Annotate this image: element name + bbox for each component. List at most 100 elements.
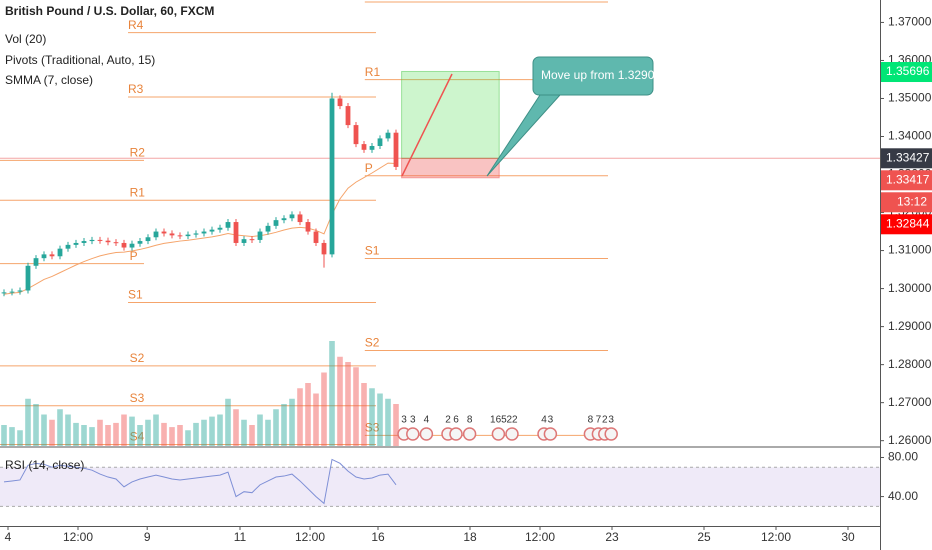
- event-count: 22: [506, 415, 518, 426]
- event-count: 2: [445, 415, 451, 426]
- x-tick-label: 25: [697, 530, 711, 544]
- volume-bar: [209, 416, 215, 446]
- pivot-label: S1: [365, 244, 380, 258]
- y-tick-label: 1.26000: [888, 433, 932, 447]
- volume-bar: [225, 398, 231, 446]
- rsi-band: [0, 467, 880, 507]
- candle-body: [393, 132, 399, 167]
- candle-body: [225, 222, 231, 228]
- volume-bar: [25, 398, 31, 446]
- volume-bar: [289, 398, 295, 446]
- volume-bar: [169, 427, 175, 446]
- event-count: 8: [588, 415, 594, 426]
- candle-body: [313, 231, 319, 243]
- candle-body: [297, 214, 303, 223]
- volume-bar: [33, 404, 39, 446]
- candle-body: [217, 227, 223, 230]
- volume-bar: [273, 409, 279, 446]
- candle-body: [89, 239, 95, 242]
- candle-body: [201, 231, 207, 234]
- volume-bar: [193, 422, 199, 446]
- y-tick-label: 1.31000: [888, 243, 932, 257]
- price-badge: [881, 62, 932, 83]
- indicator-label: Pivots (Traditional, Auto, 15): [5, 53, 155, 67]
- volume-bar: [393, 404, 399, 446]
- candle-body: [377, 138, 383, 147]
- x-tick-label: 9: [144, 530, 151, 544]
- candle-body: [153, 231, 159, 238]
- event-count: 2: [602, 415, 608, 426]
- volume-bar: [121, 414, 127, 446]
- volume-bar: [337, 356, 343, 446]
- event-icon: [491, 427, 506, 441]
- event-count: 3: [608, 415, 614, 426]
- event-count: 3: [548, 415, 554, 426]
- candle-body: [249, 239, 255, 241]
- pivot-label: R2: [130, 146, 146, 160]
- event-icon: [604, 427, 618, 441]
- candle-body: [329, 98, 335, 255]
- candle-body: [81, 241, 87, 243]
- candle-body: [57, 248, 63, 257]
- event-count: 4: [541, 415, 547, 426]
- volume-bar: [369, 388, 375, 446]
- volume-bar: [241, 419, 247, 446]
- volume-bar: [185, 430, 191, 446]
- pivot-label: P: [130, 249, 138, 263]
- volume-bar: [129, 416, 135, 446]
- trend-arrow: [401, 73, 453, 177]
- volume-bar: [233, 409, 239, 446]
- volume-bar: [17, 430, 23, 446]
- candle-body: [337, 98, 343, 107]
- volume-bar: [377, 393, 383, 446]
- pivot-label: S3: [130, 391, 145, 405]
- candle-body: [121, 242, 127, 248]
- volume-bar: [105, 425, 111, 446]
- volume-bar: [49, 419, 55, 446]
- candle-body: [369, 146, 375, 150]
- candle-body: [1, 292, 7, 294]
- volume-bar: [57, 409, 63, 446]
- x-tick-label: 4: [5, 530, 12, 544]
- candle-body: [17, 290, 23, 292]
- volume-bar: [281, 404, 287, 446]
- y-tick-label: 1.37000: [888, 15, 932, 29]
- price-badge-label: 1.35696: [886, 64, 930, 78]
- pivot-label: R1: [130, 185, 146, 199]
- indicator-label: SMMA (7, close): [5, 73, 93, 87]
- volume-bar: [217, 414, 223, 446]
- candle-body: [257, 231, 263, 240]
- candle-body: [305, 222, 311, 232]
- volume-bar: [89, 427, 95, 446]
- position-stop: [401, 157, 500, 179]
- rsi-label: RSI (14, close): [5, 458, 84, 472]
- volume-bar: [73, 422, 79, 446]
- candle-body: [25, 265, 31, 291]
- volume-bar: [161, 422, 167, 446]
- candle-body: [73, 242, 79, 245]
- price-badge-label: 1.33427: [886, 150, 930, 164]
- volume-bar: [201, 419, 207, 446]
- candle-body: [289, 214, 295, 219]
- volume-bar: [345, 362, 351, 446]
- countdown-label: 13:12: [897, 194, 927, 208]
- x-tick-label: 23: [605, 530, 619, 544]
- candle-body: [209, 229, 215, 232]
- volume-bar: [321, 372, 327, 446]
- volume-bar: [9, 427, 15, 446]
- y-tick-label: 1.30000: [888, 281, 932, 295]
- pivot-label: R2: [365, 0, 381, 1]
- y-tick-label: 1.29000: [888, 319, 932, 333]
- rsi-tick-label: 40.00: [888, 489, 918, 503]
- event-count: 3: [410, 415, 416, 426]
- x-tick-label: 12:00: [761, 530, 791, 544]
- candle-body: [129, 243, 135, 248]
- event-count: 6: [453, 415, 459, 426]
- volume-bar: [265, 419, 271, 446]
- event-count: 3: [401, 415, 407, 426]
- y-tick-label: 1.34000: [888, 129, 932, 143]
- event-count: 165: [490, 415, 507, 426]
- candle-body: [65, 244, 71, 249]
